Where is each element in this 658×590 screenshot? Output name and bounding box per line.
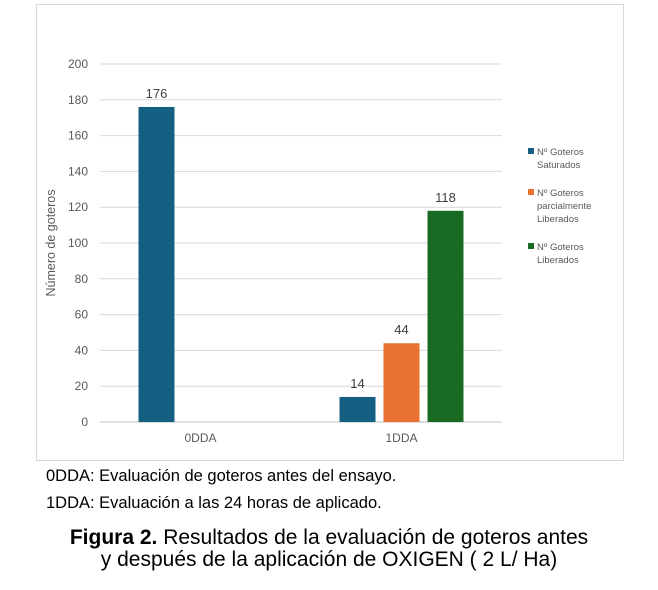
legend-swatch <box>528 243 534 249</box>
caption-line-2: y después de la aplicación de OXIGEN ( 2… <box>100 548 558 571</box>
y-tick-label: 80 <box>75 272 89 286</box>
bar <box>339 396 376 422</box>
figure-caption: Figura 2. Resultados de la evaluación de… <box>0 527 658 571</box>
y-tick-label: 40 <box>75 343 89 357</box>
legend-entry: parcialmente <box>537 201 591 212</box>
x-tick-label: 0DDA <box>184 431 216 445</box>
legend-entry: Nº Goteros <box>537 147 584 158</box>
legend-entry: Saturados <box>537 160 581 171</box>
bar <box>138 106 175 423</box>
legend-entry: Nº Goteros <box>537 188 584 199</box>
bar <box>427 210 464 422</box>
y-tick-label: 120 <box>68 200 88 214</box>
caption-label: Figura 2. <box>69 526 158 549</box>
chart-frame: 0 20 40 60 80 100 120 140 160 180 200 Número de got… <box>36 4 624 461</box>
data-label: 118 <box>435 190 456 205</box>
x-tick-label: 1DDA <box>385 431 417 445</box>
data-label: 176 <box>146 86 168 101</box>
data-label: 14 <box>350 376 364 391</box>
legend-entry: Liberados <box>537 214 579 225</box>
y-tick-label: 140 <box>68 164 88 178</box>
legend-entry: Liberados <box>537 255 579 266</box>
caption-line-1: Resultados de la evaluación de goteros a… <box>157 526 589 549</box>
note-1dda: 1DDA: Evaluación a las 24 horas de aplic… <box>46 494 382 512</box>
y-axis-title: Número de goteros <box>44 189 58 296</box>
y-tick-label: 100 <box>68 236 88 250</box>
bar <box>383 343 420 422</box>
y-tick-label: 60 <box>75 308 89 322</box>
note-0dda: 0DDA: Evaluación de goteros antes del en… <box>46 467 397 485</box>
legend-entry: Nº Goteros <box>537 242 584 253</box>
y-tick-label: 180 <box>68 93 88 107</box>
y-tick-label: 20 <box>75 379 89 393</box>
y-tick-label: 200 <box>68 57 88 71</box>
bar-chart: 0 20 40 60 80 100 120 140 160 180 200 Número de got… <box>44 57 591 445</box>
legend-swatch <box>528 148 534 154</box>
y-tick-label: 160 <box>68 129 88 143</box>
data-label: 44 <box>394 322 408 337</box>
legend-swatch <box>528 189 534 195</box>
y-tick-label: 0 <box>81 415 88 429</box>
